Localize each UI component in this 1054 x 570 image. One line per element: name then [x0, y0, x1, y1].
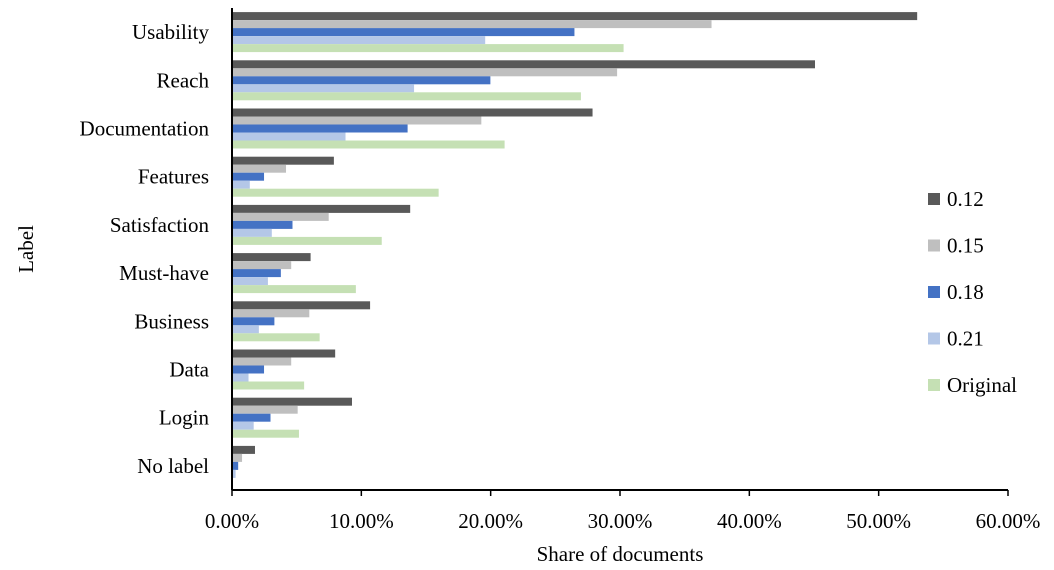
legend-label-0-21: 0.21	[947, 327, 984, 351]
bar-must-have-0-15	[233, 261, 292, 270]
legend-swatch-original	[928, 379, 940, 391]
bar-features-0-15	[233, 164, 287, 173]
legend-label-0-12: 0.12	[947, 187, 984, 211]
bar-must-have-0-12	[233, 253, 311, 262]
bar-no-label-0-15	[233, 453, 243, 462]
bar-must-have-0-21	[233, 277, 268, 286]
bar-business-0-15	[233, 309, 310, 318]
category-label-no-label: No label	[137, 454, 209, 478]
bar-satisfaction-0-12	[233, 204, 411, 213]
category-label-login: Login	[159, 406, 210, 430]
bars-group	[233, 12, 918, 478]
x-tick-label: 10.00%	[329, 509, 394, 533]
legend: 0.12 0.15 0.18 0.21 Original	[928, 187, 1017, 397]
bar-usability-0-12	[233, 12, 918, 21]
x-ticks: 0.00% 10.00% 20.00% 30.00% 40.00% 50.00% 60.00…	[205, 490, 1041, 533]
bar-login-0-18	[233, 413, 271, 422]
bar-satisfaction-0-21	[233, 228, 272, 237]
bar-business-0-12	[233, 301, 371, 310]
bar-login-0-15	[233, 405, 298, 414]
bar-login-0-21	[233, 421, 254, 430]
category-label-data: Data	[169, 358, 209, 382]
bar-login-original	[233, 429, 299, 438]
bar-usability-original	[233, 44, 624, 53]
bar-data-0-15	[233, 357, 292, 366]
category-label-business: Business	[134, 309, 209, 333]
x-tick-label: 50.00%	[846, 509, 911, 533]
bar-must-have-original	[233, 285, 356, 294]
bar-satisfaction-original	[233, 236, 382, 245]
category-label-reach: Reach	[157, 68, 210, 92]
bar-data-0-21	[233, 373, 249, 382]
bar-documentation-original	[233, 140, 505, 149]
bar-reach-0-15	[233, 68, 618, 77]
bar-satisfaction-0-18	[233, 220, 293, 229]
bar-data-0-12	[233, 349, 336, 358]
category-label-features: Features	[138, 165, 209, 189]
category-labels: Usability Reach Documentation Features Satis…	[80, 20, 210, 478]
x-axis-title: Share of documents	[537, 542, 704, 566]
bar-reach-0-18	[233, 76, 491, 85]
category-label-usability: Usability	[132, 20, 209, 44]
bar-business-0-21	[233, 325, 259, 334]
bar-reach-0-21	[233, 84, 415, 93]
category-label-satisfaction: Satisfaction	[110, 213, 210, 237]
x-tick-label: 0.00%	[205, 509, 259, 533]
bar-business-0-18	[233, 317, 275, 326]
bar-login-0-12	[233, 397, 352, 406]
x-tick-label: 40.00%	[717, 509, 782, 533]
bar-data-0-18	[233, 365, 265, 374]
bar-usability-0-21	[233, 36, 486, 45]
legend-swatch-0-15	[928, 239, 940, 252]
legend-label-0-15: 0.15	[947, 234, 984, 258]
category-label-documentation: Documentation	[80, 117, 210, 141]
legend-swatch-0-12	[928, 193, 940, 205]
bar-features-0-21	[233, 180, 250, 189]
bar-features-0-18	[233, 172, 265, 181]
bar-usability-0-15	[233, 20, 712, 29]
bar-no-label-0-18	[233, 461, 239, 470]
bar-no-label-0-21	[233, 469, 236, 478]
category-label-must-have: Must-have	[119, 261, 209, 285]
x-tick-label: 20.00%	[458, 509, 523, 533]
bar-no-label-0-12	[233, 445, 255, 454]
bar-reach-original	[233, 92, 581, 101]
bar-documentation-0-21	[233, 132, 346, 141]
bar-documentation-0-15	[233, 116, 482, 125]
bar-documentation-0-18	[233, 124, 408, 133]
bar-features-original	[233, 188, 439, 197]
legend-swatch-0-18	[928, 286, 940, 298]
bar-data-original	[233, 381, 305, 390]
legend-swatch-0-21	[928, 332, 940, 345]
bar-usability-0-18	[233, 28, 575, 37]
bar-reach-0-12	[233, 60, 815, 69]
bar-documentation-0-12	[233, 108, 593, 117]
legend-label-original: Original	[947, 373, 1017, 397]
bar-features-0-12	[233, 156, 334, 165]
x-tick-label: 60.00%	[976, 509, 1041, 533]
bar-satisfaction-0-15	[233, 212, 329, 221]
bar-must-have-0-18	[233, 269, 281, 278]
x-tick-label: 30.00%	[588, 509, 653, 533]
legend-label-0-18: 0.18	[947, 280, 984, 304]
y-axis-title: Label	[14, 225, 38, 273]
bar-business-original	[233, 333, 320, 342]
